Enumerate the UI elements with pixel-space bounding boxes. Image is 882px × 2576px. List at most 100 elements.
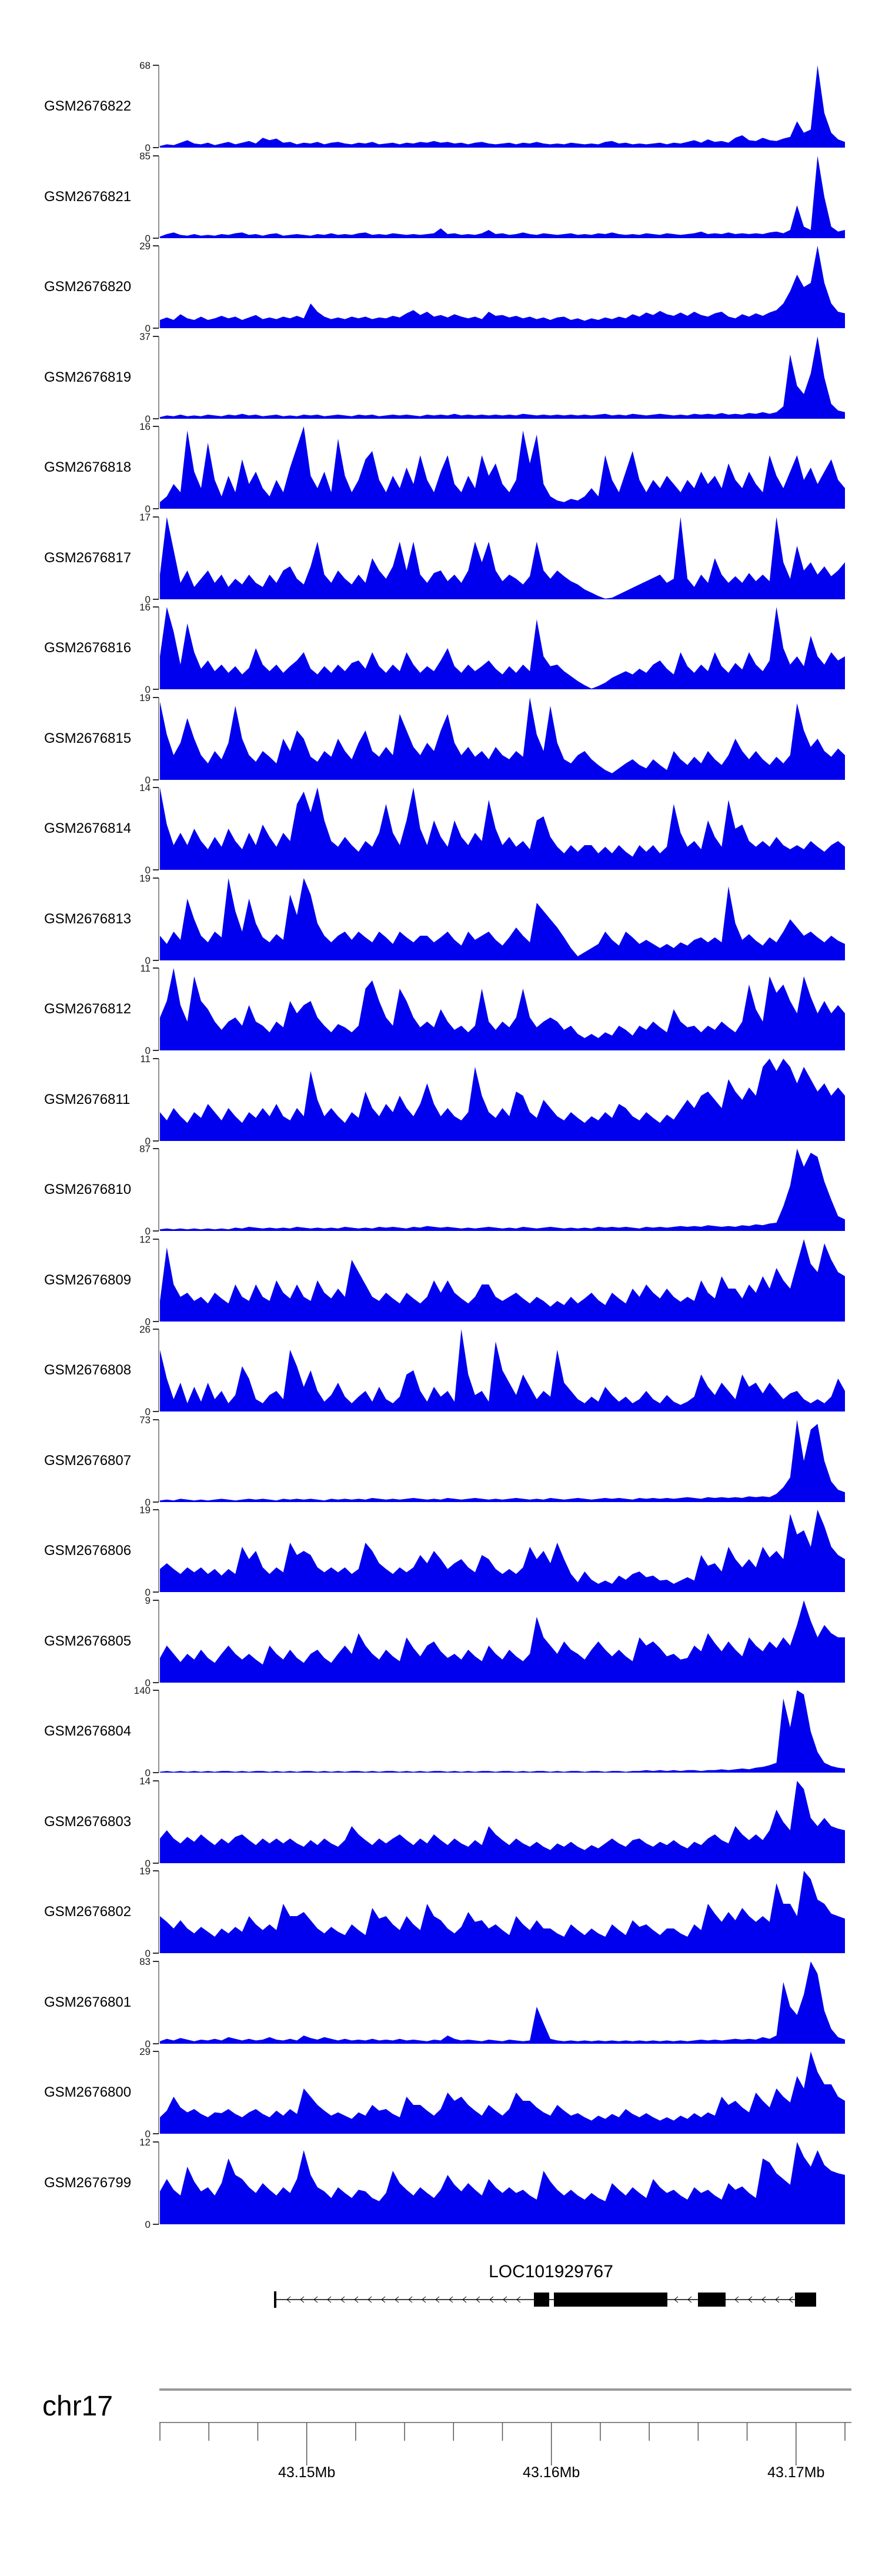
signal-area-plot (160, 155, 845, 238)
signal-area-plot (160, 607, 845, 689)
signal-area-plot (160, 336, 845, 419)
y-axis-tick (153, 1140, 159, 1142)
y-axis-tick (153, 335, 159, 337)
track-sample-label: GSM2676800 (44, 2084, 132, 2100)
y-axis-tick (153, 1501, 159, 1503)
y-axis-tick (153, 1411, 159, 1412)
gene-exon-box (698, 2293, 726, 2307)
track-sample-label: GSM2676802 (44, 1904, 132, 1920)
y-axis-max-value: 14 (139, 782, 151, 793)
y-axis-zero-value: 0 (145, 1135, 151, 1147)
y-axis-line (158, 1510, 159, 1592)
strand-arrow-left-icon (775, 2296, 780, 2303)
signal-polygon (160, 1871, 845, 1953)
y-axis-max-value: 19 (139, 1866, 151, 1877)
y-axis-line (158, 1871, 159, 1953)
strand-arrow-left-icon (340, 2296, 345, 2303)
y-axis-tick (153, 147, 159, 148)
strand-arrow-left-icon (449, 2296, 453, 2303)
strand-arrow-left-icon (408, 2296, 413, 2303)
y-axis-max-value: 12 (139, 2136, 151, 2148)
y-axis-zero-value: 0 (145, 865, 151, 876)
y-axis-tick (153, 1320, 159, 1322)
signal-area-plot (160, 788, 845, 870)
track-sample-label: GSM2676799 (44, 2174, 132, 2191)
signal-area-plot (160, 877, 845, 960)
track-sample-label: GSM2676818 (44, 459, 132, 475)
y-axis-max-value: 14 (139, 1775, 151, 1787)
chromosome-bar (159, 2388, 851, 2391)
gene-model-track (274, 2291, 816, 2308)
y-axis-zero-value: 0 (145, 955, 151, 966)
y-axis-max-value: 87 (139, 1143, 151, 1154)
y-axis-zero-value: 0 (145, 1226, 151, 1237)
signal-polygon (160, 426, 845, 509)
y-axis-tick (153, 869, 159, 870)
y-axis-tick (153, 787, 159, 788)
signal-polygon (160, 877, 845, 960)
y-axis-tick (153, 2133, 159, 2134)
y-axis-zero-value: 0 (145, 2038, 151, 2050)
y-axis-max-value: 16 (139, 421, 151, 432)
signal-polygon (160, 155, 845, 238)
y-axis-line (158, 1961, 159, 2044)
y-axis-tick (153, 418, 159, 419)
y-axis-tick (153, 779, 159, 780)
signal-polygon (160, 1510, 845, 1592)
y-axis-tick (153, 1599, 159, 1601)
signal-polygon (160, 2051, 845, 2134)
y-axis-line (158, 1239, 159, 1322)
gene-exon-box (795, 2293, 816, 2307)
track-sample-label: GSM2676804 (44, 1723, 132, 1739)
y-axis-tick (153, 508, 159, 509)
chromosome-label: chr17 (42, 2391, 113, 2422)
y-axis-tick (153, 245, 159, 246)
strand-arrow-left-icon (300, 2296, 305, 2303)
y-axis-zero-value: 0 (145, 503, 151, 515)
y-axis-line (158, 1058, 159, 1141)
y-axis-line (158, 1419, 159, 1502)
track-sample-label: GSM2676801 (44, 1994, 132, 2010)
y-axis-zero-value: 0 (145, 1677, 151, 1689)
y-axis-max-value: 19 (139, 1504, 151, 1516)
strand-arrow-left-icon (381, 2296, 386, 2303)
strand-arrow-left-icon (286, 2296, 291, 2303)
y-axis-tick (153, 1419, 159, 1420)
strand-arrow-left-icon (489, 2296, 494, 2303)
gene-exon-box (534, 2293, 549, 2307)
track-sample-label: GSM2676814 (44, 820, 132, 836)
signal-area-plot (160, 426, 845, 509)
signal-area-plot (160, 1780, 845, 1863)
y-axis-tick (153, 1057, 159, 1059)
y-axis-line (158, 2051, 159, 2134)
y-axis-tick (153, 2051, 159, 2052)
y-axis-tick (153, 598, 159, 600)
signal-area-plot (160, 968, 845, 1050)
y-axis-tick (153, 426, 159, 427)
signal-polygon (160, 516, 845, 599)
track-sample-label: GSM2676821 (44, 188, 132, 205)
strand-arrow-left-icon (503, 2296, 507, 2303)
signal-polygon (160, 1239, 845, 1322)
track-sample-label: GSM2676807 (44, 1452, 132, 1469)
y-axis-zero-value: 0 (145, 323, 151, 334)
y-axis-tick (153, 689, 159, 690)
y-axis-line (158, 1600, 159, 1683)
y-axis-tick (153, 516, 159, 518)
y-axis-line (158, 65, 159, 148)
signal-polygon (160, 1419, 845, 1502)
track-sample-label: GSM2676816 (44, 640, 132, 656)
signal-polygon (160, 1149, 845, 1231)
strand-arrow-left-icon (313, 2296, 318, 2303)
signal-polygon (160, 2141, 845, 2224)
track-sample-label: GSM2676817 (44, 549, 132, 566)
signal-polygon (160, 336, 845, 419)
y-axis-max-value: 12 (139, 1233, 151, 1245)
y-axis-zero-value: 0 (145, 1045, 151, 1056)
y-axis-tick (153, 877, 159, 879)
strand-arrow-left-icon (395, 2296, 399, 2303)
signal-area-plot (160, 1690, 845, 1773)
y-axis-tick (153, 1050, 159, 1051)
y-axis-tick (153, 1681, 159, 1683)
y-axis-line (158, 336, 159, 419)
